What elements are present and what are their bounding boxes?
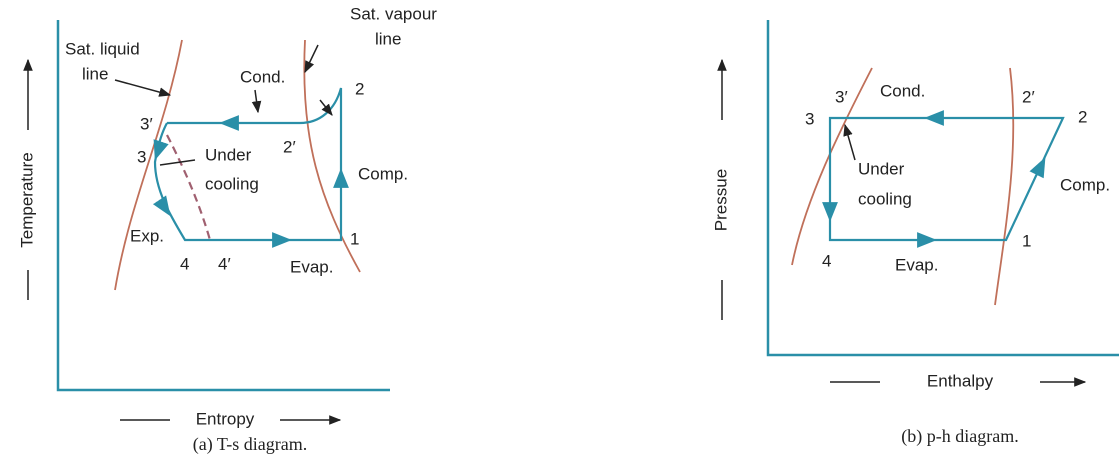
x-axis-label: Enthalpy (927, 371, 994, 390)
label: Under (205, 145, 252, 164)
pointer (843, 123, 856, 161)
label: 3′ (140, 114, 153, 133)
x-axis-label: Entropy (196, 409, 255, 428)
label: Cond. (880, 81, 925, 100)
label: 1 (1022, 231, 1031, 250)
label: Evap. (895, 255, 938, 274)
ph-diagram: 3 3′ Cond. 2′ 2 Under cooling Comp. 4 1 … (711, 20, 1119, 447)
label: Cond. (240, 67, 285, 86)
label: 2′ (1022, 87, 1035, 106)
flow-arrow (153, 139, 169, 161)
label: Exp. (130, 226, 164, 245)
dashed-line (166, 134, 212, 241)
y-axis-label: Temperature (17, 152, 36, 247)
label: Evap. (290, 257, 333, 276)
pointer (304, 44, 319, 74)
cycle (828, 116, 1065, 242)
sat-liquid-line (114, 39, 183, 291)
sat-liquid-line (791, 67, 873, 266)
label: 2 (355, 79, 364, 98)
label: 2 (1078, 107, 1087, 126)
label: 4′ (218, 254, 231, 273)
label: cooling (205, 174, 259, 193)
sat-vapour-line (303, 39, 361, 273)
label: 3 (137, 147, 146, 166)
label: 3′ (835, 87, 848, 106)
label: Comp. (358, 164, 408, 183)
sat-vapour-line (994, 67, 1015, 306)
label: Sat. liquid (65, 39, 140, 58)
caption: (b) p-h diagram. (901, 426, 1018, 447)
axes (56, 20, 390, 392)
flow-arrow (1029, 157, 1046, 179)
y-axis-label: Pressue (711, 169, 730, 231)
label: 1 (350, 229, 359, 248)
caption: (a) T-s diagram. (193, 434, 307, 455)
label: line (82, 64, 108, 83)
label: Under (858, 159, 905, 178)
pointer (319, 99, 333, 116)
pointer (159, 159, 196, 166)
pointer (114, 79, 172, 97)
label: 2′ (283, 137, 296, 156)
label: line (375, 29, 401, 48)
label: 4 (822, 251, 831, 270)
flow-arrow (152, 195, 171, 217)
pointer (251, 89, 262, 114)
axes (766, 20, 1119, 357)
label: 4 (180, 254, 189, 273)
ts-diagram: Sat. liquid line Sat. vapour line Cond. … (17, 4, 437, 455)
label: Sat. vapour (350, 4, 437, 23)
label: 3 (805, 109, 814, 128)
label: cooling (858, 189, 912, 208)
label: Comp. (1060, 175, 1110, 194)
